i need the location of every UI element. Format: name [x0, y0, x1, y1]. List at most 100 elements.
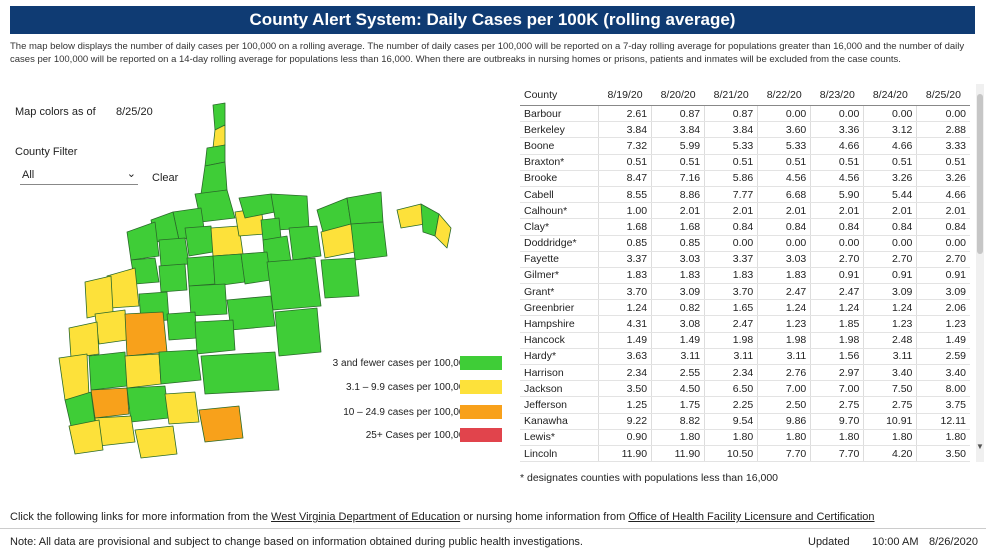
county-braxton[interactable] [189, 284, 227, 316]
value-cell: 12.11 [917, 413, 970, 429]
county-putnam[interactable] [95, 310, 127, 344]
county-logan[interactable] [91, 388, 129, 418]
value-cell: 0.51 [599, 154, 652, 170]
county-gilmer[interactable] [187, 256, 215, 286]
column-header[interactable]: 8/25/20 [917, 84, 970, 106]
value-cell: 1.23 [917, 316, 970, 332]
value-cell: 0.00 [917, 106, 970, 122]
county-wood[interactable] [127, 222, 159, 260]
county-lincoln[interactable] [89, 352, 127, 390]
footnote: * designates counties with populations l… [520, 472, 778, 484]
value-cell: 4.56 [758, 170, 811, 186]
value-cell: 7.00 [758, 381, 811, 397]
value-cell: 1.24 [811, 300, 864, 316]
county-taylor[interactable] [261, 218, 281, 240]
county-hampshire[interactable] [347, 192, 383, 224]
value-cell: 1.83 [705, 267, 758, 283]
value-cell: 0.00 [758, 235, 811, 251]
column-header[interactable]: 8/21/20 [705, 84, 758, 106]
doe-link[interactable]: West Virginia Department of Education [271, 511, 460, 523]
county-calhoun[interactable] [159, 264, 187, 292]
county-nicholas[interactable] [195, 320, 235, 354]
county-fayette[interactable] [159, 350, 201, 384]
county-doddridge[interactable] [185, 226, 213, 256]
county-ritchie[interactable] [159, 238, 189, 266]
county-randolph[interactable] [267, 258, 321, 310]
column-header[interactable]: 8/20/20 [652, 84, 705, 106]
county-lewis[interactable] [213, 254, 245, 286]
county-raleigh[interactable] [127, 386, 169, 422]
value-cell: 0.51 [705, 154, 758, 170]
value-cell: 2.47 [811, 284, 864, 300]
column-header[interactable]: 8/23/20 [811, 84, 864, 106]
value-cell: 1.98 [811, 332, 864, 348]
ohflac-link[interactable]: Office of Health Facility Licensure and … [628, 511, 874, 523]
cases-table-container[interactable]: County 8/19/20 8/20/20 8/21/20 8/22/20 8… [520, 84, 975, 462]
column-header[interactable]: 8/24/20 [864, 84, 917, 106]
county-upshur[interactable] [241, 252, 271, 284]
county-boone[interactable] [125, 354, 161, 388]
scrollbar-thumb[interactable] [977, 94, 983, 254]
value-cell: 4.56 [811, 170, 864, 186]
column-header[interactable]: 8/22/20 [758, 84, 811, 106]
value-cell: 0.51 [811, 154, 864, 170]
value-cell: 11.90 [652, 445, 705, 461]
value-cell: 1.49 [652, 332, 705, 348]
county-mason[interactable] [85, 276, 113, 318]
value-cell: 2.70 [864, 251, 917, 267]
column-header[interactable]: County [520, 84, 599, 106]
county-monongalia[interactable] [239, 194, 275, 218]
value-cell: 3.70 [599, 284, 652, 300]
county-clay[interactable] [167, 312, 197, 340]
county-marshall[interactable] [201, 162, 227, 194]
scroll-down-icon[interactable]: ▼ [976, 442, 984, 451]
value-cell: 7.70 [758, 445, 811, 461]
county-mercer[interactable] [135, 426, 177, 458]
county-mcdowell[interactable] [69, 420, 103, 454]
county-summers[interactable] [165, 392, 199, 424]
county-morgan[interactable] [397, 204, 425, 228]
county-cabell[interactable] [69, 322, 99, 358]
value-cell: 0.85 [652, 235, 705, 251]
column-header[interactable]: 8/19/20 [599, 84, 652, 106]
county-hardy[interactable] [351, 222, 387, 260]
county-tucker[interactable] [289, 226, 321, 260]
county-pocahontas[interactable] [275, 308, 321, 356]
value-cell: 3.84 [705, 122, 758, 138]
county-wayne[interactable] [59, 354, 89, 400]
county-greenbrier[interactable] [201, 352, 279, 394]
county-cell: Brooke [520, 170, 599, 186]
table-scrollbar[interactable] [976, 84, 984, 462]
value-cell: 1.49 [599, 332, 652, 348]
value-cell: 0.00 [758, 106, 811, 122]
county-pendleton[interactable] [321, 258, 359, 298]
county-monroe[interactable] [199, 406, 243, 442]
county-webster[interactable] [227, 296, 275, 330]
county-kanawha[interactable] [125, 312, 167, 356]
value-cell: 2.34 [705, 365, 758, 381]
county-cell: Barbour [520, 106, 599, 122]
county-cell: Lincoln [520, 445, 599, 461]
